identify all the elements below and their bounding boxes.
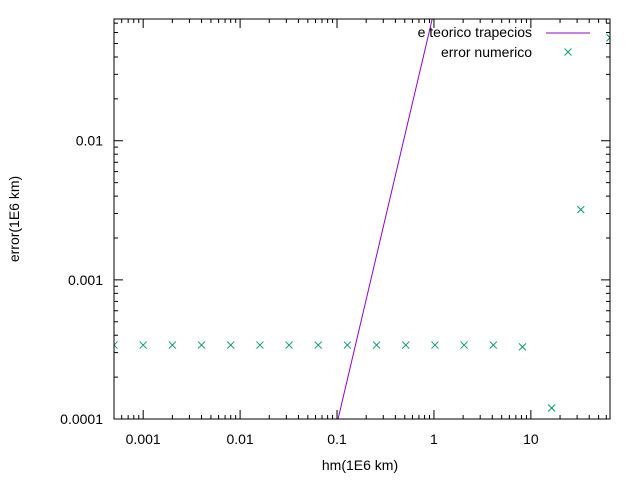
data-point: [576, 205, 585, 214]
data-point: [197, 341, 206, 349]
data-point-stroke-b: [256, 341, 264, 349]
x-axis-label: hm(1E6 km): [322, 457, 398, 473]
data-point-stroke-b: [114, 341, 118, 346]
data-point: [547, 404, 556, 412]
series-line-theory: [337, 19, 433, 419]
data-point: [343, 341, 352, 349]
data-point-stroke-b: [518, 343, 527, 351]
data-point: [114, 341, 118, 349]
data-point-stroke-b: [401, 341, 410, 349]
data-point-stroke-b: [314, 341, 323, 349]
x-tick-label: 10: [523, 431, 539, 447]
data-point-stroke-a: [606, 33, 610, 39]
legend-label-theory: e teorico trapecios: [418, 24, 532, 40]
data-point-stroke-b: [343, 341, 352, 349]
data-point-stroke-b: [197, 341, 206, 349]
data-point: [431, 341, 439, 349]
data-point: [460, 341, 468, 349]
legend: e teorico trapecios error numerico: [418, 24, 590, 60]
data-point-stroke-b: [576, 205, 585, 214]
data-point-stroke-b: [489, 341, 498, 349]
data-point-stroke-b: [226, 341, 235, 349]
legend-label-numeric: error numerico: [441, 44, 532, 60]
data-point: [401, 341, 410, 349]
data-point: [256, 341, 264, 349]
data-point-stroke-b: [606, 37, 610, 42]
plot-border: [113, 18, 611, 420]
ticks-layer: [113, 19, 610, 420]
legend-swatch-numeric: [564, 48, 572, 56]
x-tick-label: 1: [430, 431, 438, 447]
y-axis-label: error(1E6 km): [6, 176, 22, 262]
data-point-stroke-b: [372, 341, 381, 349]
data-layer: [114, 19, 610, 419]
data-point-stroke-b: [460, 341, 468, 349]
legend-marker-cross: [564, 48, 572, 56]
data-point: [226, 341, 235, 349]
x-tick-label: 0.1: [327, 431, 347, 447]
y-tick-label: 0.01: [76, 133, 103, 149]
data-point-stroke-b: [547, 404, 556, 412]
data-point: [168, 341, 177, 349]
data-point-stroke-a: [114, 344, 118, 349]
x-tick-label: 0.001: [126, 431, 161, 447]
data-point: [285, 341, 293, 349]
data-point-stroke-b: [285, 341, 293, 349]
data-point: [489, 341, 498, 349]
y-tick-label: 0.001: [68, 272, 103, 288]
y-tick-label: 0.0001: [60, 411, 103, 427]
data-point-stroke-b: [431, 341, 439, 349]
data-point: [139, 341, 148, 349]
data-point: [606, 33, 610, 42]
labels-layer: 0.001 0.01 0.1 1 10 0.0001 0.001 0.01: [60, 133, 539, 447]
data-point: [372, 341, 381, 349]
data-point: [314, 341, 323, 349]
data-point-stroke-b: [168, 341, 177, 349]
x-tick-label: 0.01: [226, 431, 253, 447]
legend-marker-cross-stroke-b: [564, 48, 572, 56]
data-point-stroke-b: [139, 341, 148, 349]
data-point: [518, 343, 527, 351]
